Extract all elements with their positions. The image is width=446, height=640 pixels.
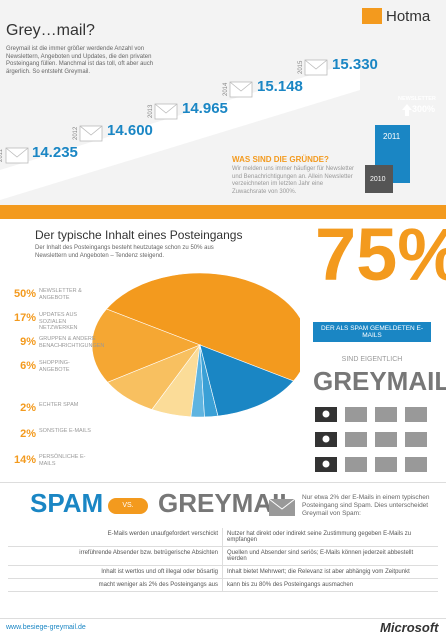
year: 2015 xyxy=(298,60,304,74)
legend-label: SONSTIGE E-MAILS xyxy=(39,428,91,434)
hotmail-icon xyxy=(362,8,382,24)
vs-badge: VS. xyxy=(108,498,148,514)
compare-text: Nur etwa 2% der E-Mails in einem typisch… xyxy=(302,494,430,518)
legend-value: 17% xyxy=(13,312,36,324)
legend-label: PERSÖNLICHE E-MAILS xyxy=(39,454,86,467)
greymail-cell: kann bis zu 80% des Posteingangs ausmach… xyxy=(227,582,354,588)
legend-value: 2% xyxy=(20,428,36,440)
pie-title: Der typische Inhalt eines Posteingangs xyxy=(35,228,243,242)
separator xyxy=(0,618,446,619)
legend-value: 6% xyxy=(20,360,36,372)
year: 2011 xyxy=(0,149,4,162)
count: 14.965 xyxy=(182,100,228,117)
spam-cell: E-Mails werden unaufgefordert verschickt xyxy=(8,528,223,546)
legend-value: 9% xyxy=(20,336,36,348)
table-row: E-Mails werden unaufgefordert verschickt… xyxy=(8,528,438,547)
legend-label: ECHTER SPAM xyxy=(39,402,79,408)
spam-box: DER ALS SPAM GEMELDETEN E-MAILS xyxy=(313,322,431,342)
pie-slice xyxy=(105,272,300,382)
legend-label: UPDATES AUS SOZIALEN NETZWERKEN xyxy=(39,312,78,332)
timeline-graphic xyxy=(0,8,412,200)
pie-slice xyxy=(91,308,201,383)
greymail-icons xyxy=(345,407,427,472)
spam-word: SPAM xyxy=(30,488,104,518)
greymail-cell: Inhalt bietet Mehrwert; die Relevanz ist… xyxy=(227,569,410,575)
spam-cell: macht weniger als 2% des Posteingangs au… xyxy=(8,579,223,591)
table-row: irreführende Absender bzw. betrügerische… xyxy=(8,547,438,566)
rising-band xyxy=(0,60,360,200)
legend-label: NEWSLETTER & ANGEBOTE xyxy=(39,288,82,301)
count: 15.148 xyxy=(257,78,303,95)
arrow-up xyxy=(402,104,412,116)
greymail-word: GREYMAIL xyxy=(313,366,446,396)
bar-label: 2010 xyxy=(370,176,386,183)
spam-cell: irreführende Absender bzw. betrügerische… xyxy=(8,547,223,565)
footer-url: www.besiege-greymail.de xyxy=(6,624,86,631)
year: 2013 xyxy=(148,104,154,118)
count: 14.600 xyxy=(107,122,153,139)
greymail-cell: Quellen und Absender sind seriös; E-Mail… xyxy=(227,550,414,562)
divider xyxy=(0,205,446,219)
big-percent: 75% xyxy=(315,213,446,296)
table-row: macht weniger als 2% des Posteingangs au… xyxy=(8,579,438,592)
envelope-grid xyxy=(315,407,427,472)
legend-value: 2% xyxy=(20,402,36,414)
logo: Hotma xyxy=(386,8,431,25)
year: 2014 xyxy=(223,82,229,96)
newsletter-growth: 300% xyxy=(412,104,436,114)
count: 14.235 xyxy=(32,144,78,161)
legend-label: GRUPPEN & ANDERE BENACHRICHTIGUNGEN xyxy=(39,336,105,349)
pie-slice xyxy=(199,344,295,417)
pie-subtitle: Der Inhalt des Posteingangs besteht heut… xyxy=(35,245,214,259)
compare-table: E-Mails werden unaufgefordert verschickt… xyxy=(8,528,438,592)
legend-label: SHOPPING-ANGEBOTE xyxy=(39,360,70,373)
pie-chart xyxy=(91,272,300,418)
bar-2010 xyxy=(365,165,393,193)
bar-label: 2011 xyxy=(383,132,401,141)
intro: Greymail ist die immer größer werdende A… xyxy=(6,46,154,75)
envelope-icon xyxy=(268,498,296,516)
title: Grey…mail? xyxy=(6,22,95,39)
spam-cell: Inhalt ist wertlos und oft illegal oder … xyxy=(8,566,223,578)
year: 2012 xyxy=(73,126,79,140)
footer-brand: Microsoft xyxy=(380,620,439,635)
reasons-text: Wir melden uns immer häufiger für Newsle… xyxy=(232,166,355,195)
separator xyxy=(0,482,446,483)
count: 15.330 xyxy=(332,56,378,73)
envelopes xyxy=(5,59,328,164)
legend-value: 50% xyxy=(13,288,36,300)
reasons-title: WAS SIND DIE GRÜNDE? xyxy=(232,155,329,164)
greymail-cell: Nutzer hat direkt oder indirekt seine Zu… xyxy=(227,531,412,543)
newsletter-label: NEWSLETTER xyxy=(398,96,436,102)
legend-value: 14% xyxy=(13,454,36,466)
spam-line: SIND EIGENTLICH xyxy=(341,356,403,363)
table-row: Inhalt ist wertlos und oft illegal oder … xyxy=(8,566,438,579)
